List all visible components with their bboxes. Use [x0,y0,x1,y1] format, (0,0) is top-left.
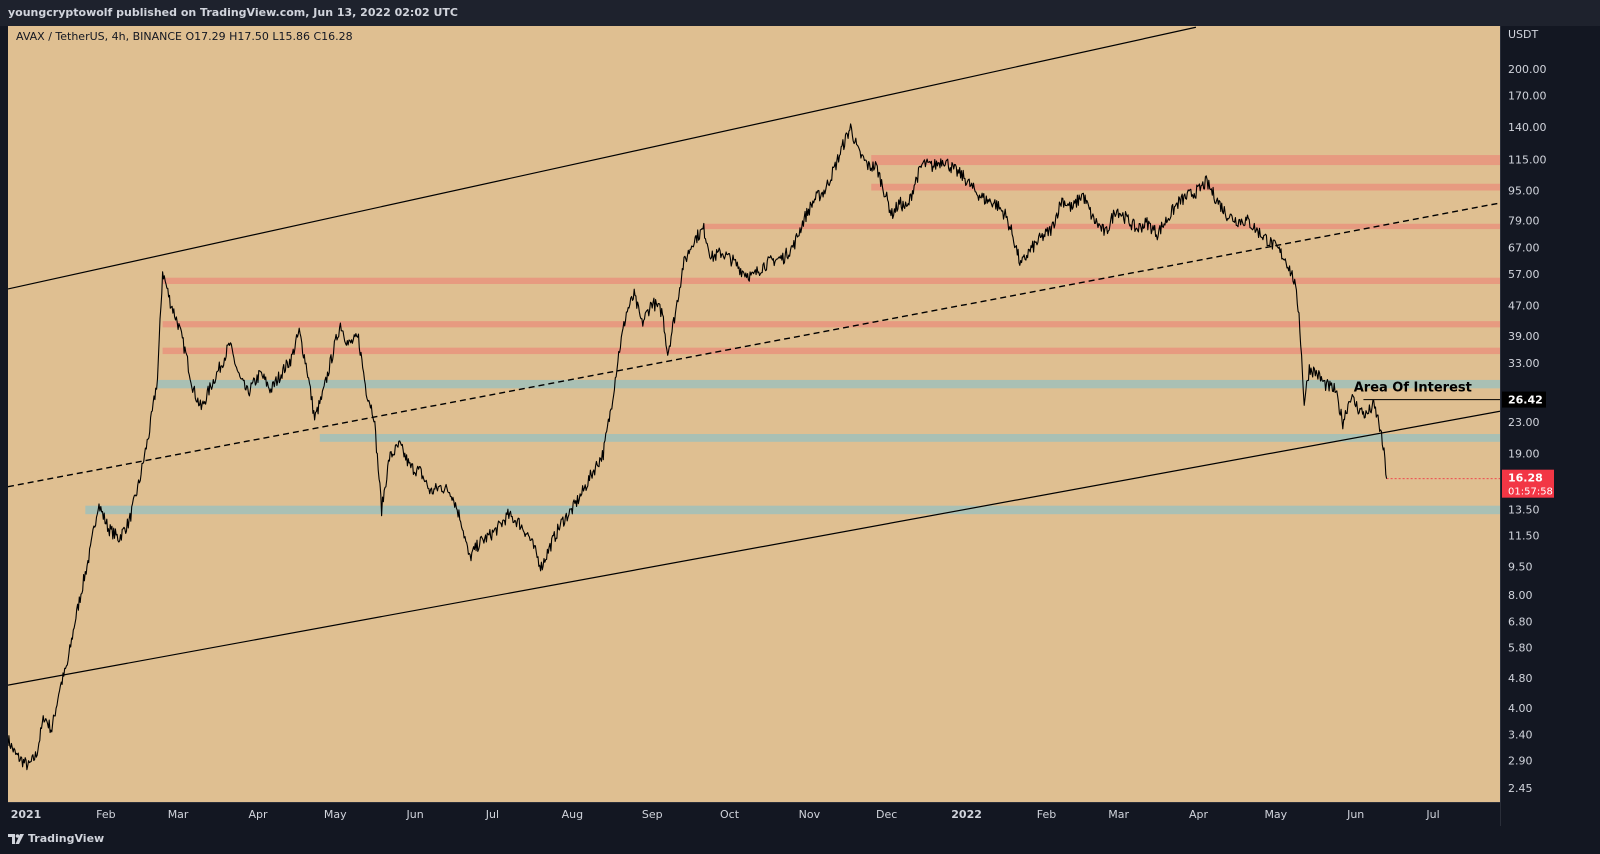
time-tick-label: Jun [406,808,424,821]
price-tick-label: 57.00 [1508,268,1540,281]
plot-background [8,26,1500,802]
time-tick-label: Aug [562,808,583,821]
zone-red-5 [162,347,1500,355]
time-tick-label: Oct [720,808,740,821]
time-tick-label: Apr [1189,808,1209,821]
plot-layer [8,26,1500,771]
time-tick-label: Jun [1346,808,1364,821]
time-tick-label: Apr [248,808,268,821]
zone-red-1 [871,183,1500,191]
price-tick-label: 95.00 [1508,184,1540,197]
time-tick-label: Jul [1425,808,1439,821]
time-tick-label: Dec [876,808,897,821]
price-label-bg [1502,391,1546,408]
price-label-value: 26.42 [1508,394,1543,407]
tradingview-logo-icon [8,834,24,844]
price-tick-label: 47.00 [1508,299,1540,312]
price-tick-label: 39.00 [1508,330,1540,343]
trendline-mid-channel [8,202,1500,488]
tradingview-brand[interactable]: TradingView [8,826,104,852]
time-tick-label: Mar [168,808,189,821]
time-tick-label: Mar [1108,808,1129,821]
zone-blue-7 [319,433,1500,442]
price-axis-background [1500,26,1592,826]
price-tick-label: 67.00 [1508,242,1540,255]
price-tick-label: 19.00 [1508,447,1540,460]
price-tick-label: 2.45 [1508,782,1533,795]
price-tick-label: 13.50 [1508,503,1540,516]
footer-bar: TradingView [0,826,1600,852]
price-tick-label: 5.80 [1508,641,1533,654]
zone-blue-8 [85,505,1500,515]
price-tick-label: 2.90 [1508,755,1533,768]
time-tick-label: Nov [799,808,821,821]
zone-blue-6 [157,379,1500,389]
price-tick-label: 115.00 [1508,153,1547,166]
time-tick-label: 2021 [11,808,42,821]
publish-header: youngcryptowolf published on TradingView… [0,0,1600,26]
price-series [8,123,1388,771]
time-axis-background [8,802,1500,826]
price-tick-label: 6.80 [1508,615,1533,628]
time-tick-label: May [324,808,347,821]
chart-frame[interactable]: AVAX / TetherUS, 4h, BINANCE O17.29 H17.… [8,26,1592,826]
price-tick-label: 170.00 [1508,89,1547,102]
trendline-lower-channel [8,410,1500,686]
zone-red-3 [162,277,1500,284]
current-price-label-bg [1502,469,1554,498]
price-tick-label: 4.80 [1508,672,1533,685]
time-tick-label: Feb [1037,808,1056,821]
price-tick-label: 23.00 [1508,416,1540,429]
time-tick-label: Feb [96,808,115,821]
price-tick-label: 11.50 [1508,529,1540,542]
tradingview-label: TradingView [28,832,105,845]
time-tick-label: Jul [485,808,499,821]
time-tick-label: Sep [642,808,663,821]
current-price-value: 16.28 [1508,472,1543,485]
symbol-ohlc-label: AVAX / TetherUS, 4h, BINANCE O17.29 H17.… [16,30,353,43]
trendline-upper-channel [8,26,1197,290]
price-tick-label: 33.00 [1508,357,1540,370]
price-tick-label: 3.40 [1508,729,1533,742]
price-tick-label: 140.00 [1508,121,1547,134]
time-tick-label: May [1264,808,1287,821]
price-axis-unit: USDT [1508,28,1539,41]
price-tick-label: 79.00 [1508,215,1540,228]
zone-red-4 [162,321,1500,328]
price-tick-label: 9.50 [1508,561,1533,574]
price-tick-label: 4.00 [1508,702,1533,715]
zone-red-0 [871,155,1500,166]
price-tick-label: 200.00 [1508,63,1547,76]
price-tick-label: 8.00 [1508,589,1533,602]
current-price-countdown: 01:57:58 [1508,487,1553,498]
time-tick-label: 2022 [951,808,982,821]
area-of-interest-label: Area Of Interest [1354,381,1472,396]
publish-line: youngcryptowolf published on TradingView… [8,6,458,19]
price-chart[interactable]: AVAX / TetherUS, 4h, BINANCE O17.29 H17.… [8,26,1592,826]
